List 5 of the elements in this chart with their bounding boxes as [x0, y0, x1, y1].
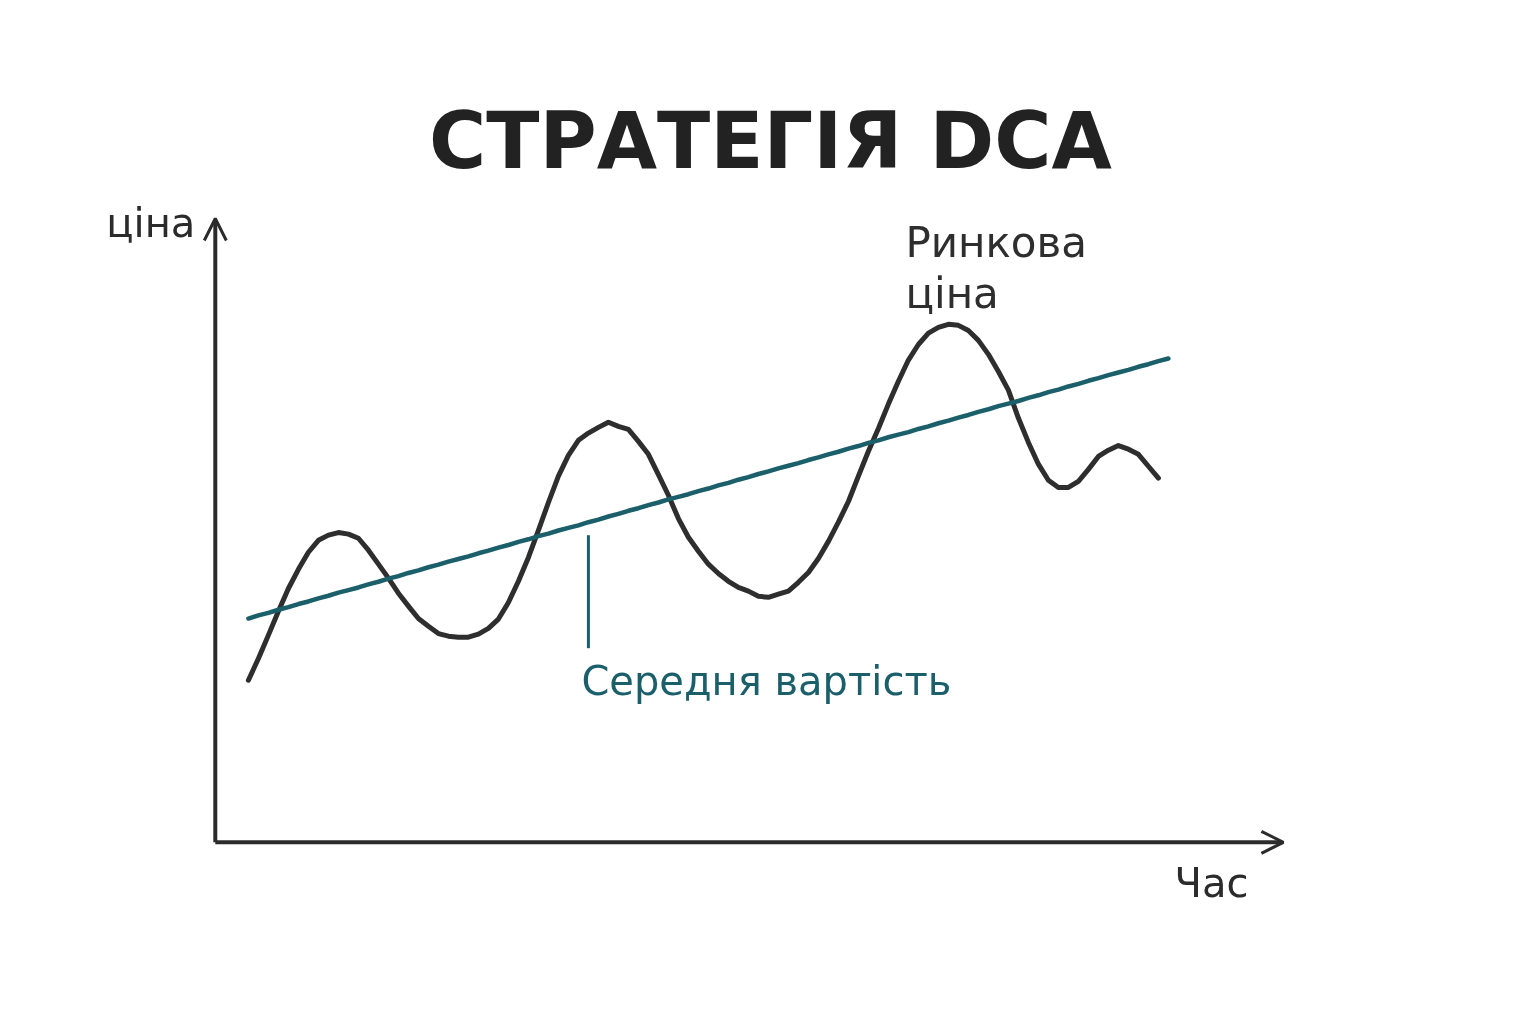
x-axis-title: Час: [1174, 860, 1249, 907]
chart-title: СТРАТЕГІЯ DCA: [429, 95, 1112, 186]
y-axis-title: ціна: [106, 199, 196, 246]
series-label: Ринкова ціна: [905, 217, 1088, 319]
text: Середня вартість: [581, 658, 952, 705]
